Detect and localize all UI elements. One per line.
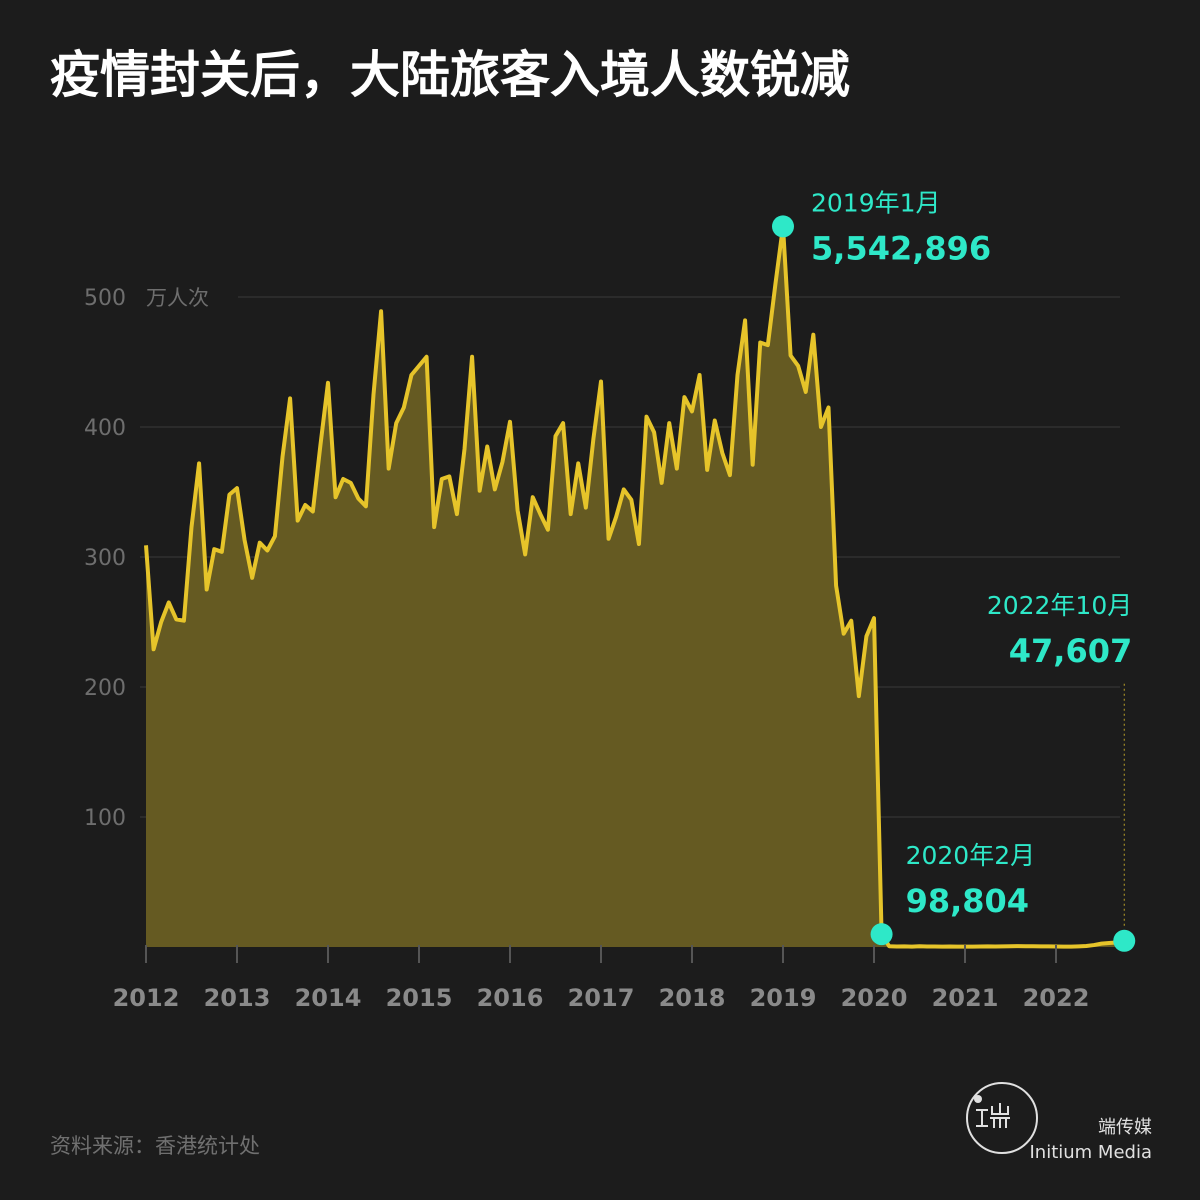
brand-en: Initium Media [1029, 1142, 1152, 1163]
x-tick-label: 2019 [750, 984, 817, 1012]
annotation-point [870, 923, 893, 946]
logo-dot [974, 1095, 982, 1103]
line [144, 224, 1125, 949]
annotation-date: 2019年1月 [811, 188, 941, 217]
y-tick-label: 500 [84, 286, 126, 311]
annotation-value: 47,607 [1009, 632, 1132, 670]
source: 资料来源：香港统计处 [50, 1134, 260, 1158]
y-tick-label: 200 [84, 676, 126, 701]
annotation-date: 2022年10月 [987, 591, 1132, 620]
brand-cn: 端传媒 [1098, 1117, 1152, 1138]
logo-glyph [976, 1103, 1010, 1128]
y-tick-label: 300 [84, 546, 126, 571]
y-tick-label: 400 [84, 416, 126, 441]
annotation-point [1113, 929, 1136, 952]
x-tick-label: 2018 [659, 984, 726, 1012]
annotation-date: 2020年2月 [906, 841, 1036, 870]
logo [966, 1082, 1038, 1154]
chart-title: 疫情封关后，大陆旅客入境人数锐减 [50, 46, 850, 104]
x-tick-label: 2015 [386, 984, 453, 1012]
y-tick-label: 100 [84, 806, 126, 831]
logo-circle [966, 1082, 1038, 1154]
x-tick-label: 2022 [1023, 984, 1090, 1012]
x-tick-label: 2013 [204, 984, 271, 1012]
x-tick-label: 2014 [295, 984, 362, 1012]
x-tick-label: 2012 [113, 984, 180, 1012]
y-unit: 万人次 [146, 286, 209, 310]
x-tick-label: 2016 [477, 984, 544, 1012]
x-tick-label: 2020 [841, 984, 908, 1012]
x-tick-label: 2021 [932, 984, 999, 1012]
annotation-value: 5,542,896 [811, 229, 991, 267]
x-tick-label: 2017 [568, 984, 635, 1012]
annotation-point [772, 215, 794, 238]
annotation-value: 98,804 [906, 882, 1029, 920]
area [146, 226, 1125, 948]
